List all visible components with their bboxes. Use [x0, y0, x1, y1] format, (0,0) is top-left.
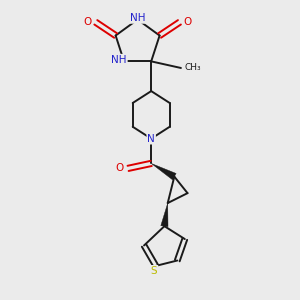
Text: O: O: [83, 17, 92, 27]
Text: N: N: [147, 134, 155, 144]
Polygon shape: [161, 203, 168, 227]
Text: O: O: [184, 17, 192, 27]
Text: NH: NH: [130, 13, 146, 23]
Text: O: O: [116, 164, 124, 173]
Polygon shape: [151, 164, 176, 180]
Text: NH: NH: [111, 55, 127, 65]
Text: S: S: [151, 266, 158, 276]
Text: CH₃: CH₃: [184, 64, 201, 73]
